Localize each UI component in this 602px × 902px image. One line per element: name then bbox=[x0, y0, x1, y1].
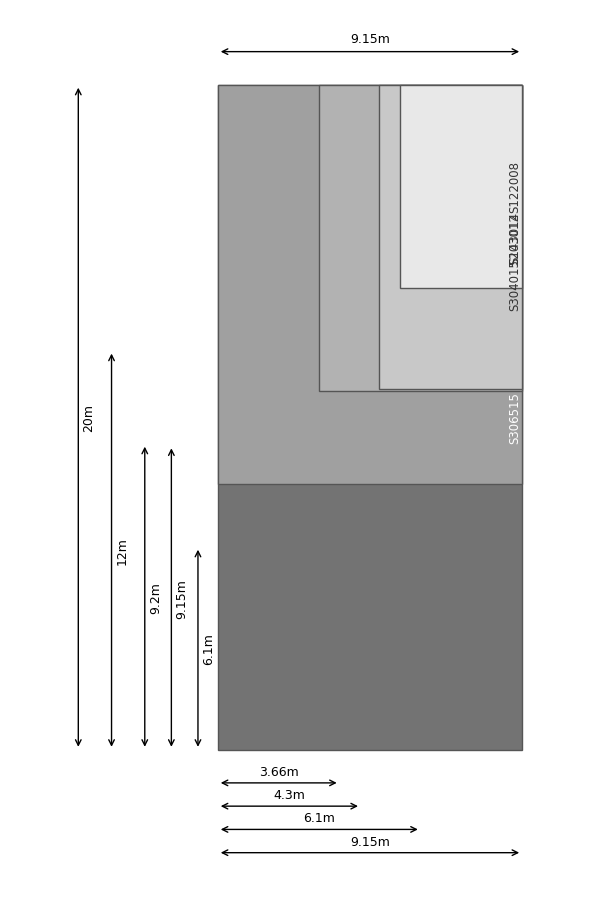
Bar bbox=[218, 86, 522, 750]
Text: S143014: S143014 bbox=[508, 212, 521, 263]
Bar bbox=[379, 86, 522, 390]
Text: 6.1m: 6.1m bbox=[202, 632, 215, 665]
Text: S203012: S203012 bbox=[508, 213, 521, 264]
Bar bbox=[218, 86, 522, 484]
Text: 4.3m: 4.3m bbox=[273, 788, 305, 801]
Text: 9.15m: 9.15m bbox=[175, 578, 188, 618]
Text: 6.1m: 6.1m bbox=[303, 812, 335, 824]
Text: 3.66m: 3.66m bbox=[259, 765, 299, 778]
Text: 20m: 20m bbox=[82, 404, 95, 432]
Text: 9.15m: 9.15m bbox=[350, 33, 390, 46]
Text: 9.2m: 9.2m bbox=[149, 581, 162, 613]
Text: S122008: S122008 bbox=[508, 161, 521, 213]
Text: 9.15m: 9.15m bbox=[350, 834, 390, 848]
Text: S306515: S306515 bbox=[508, 391, 521, 444]
Text: 12m: 12m bbox=[116, 537, 129, 565]
Text: S304015: S304015 bbox=[508, 259, 521, 311]
Bar bbox=[319, 86, 522, 391]
Bar bbox=[400, 86, 522, 289]
